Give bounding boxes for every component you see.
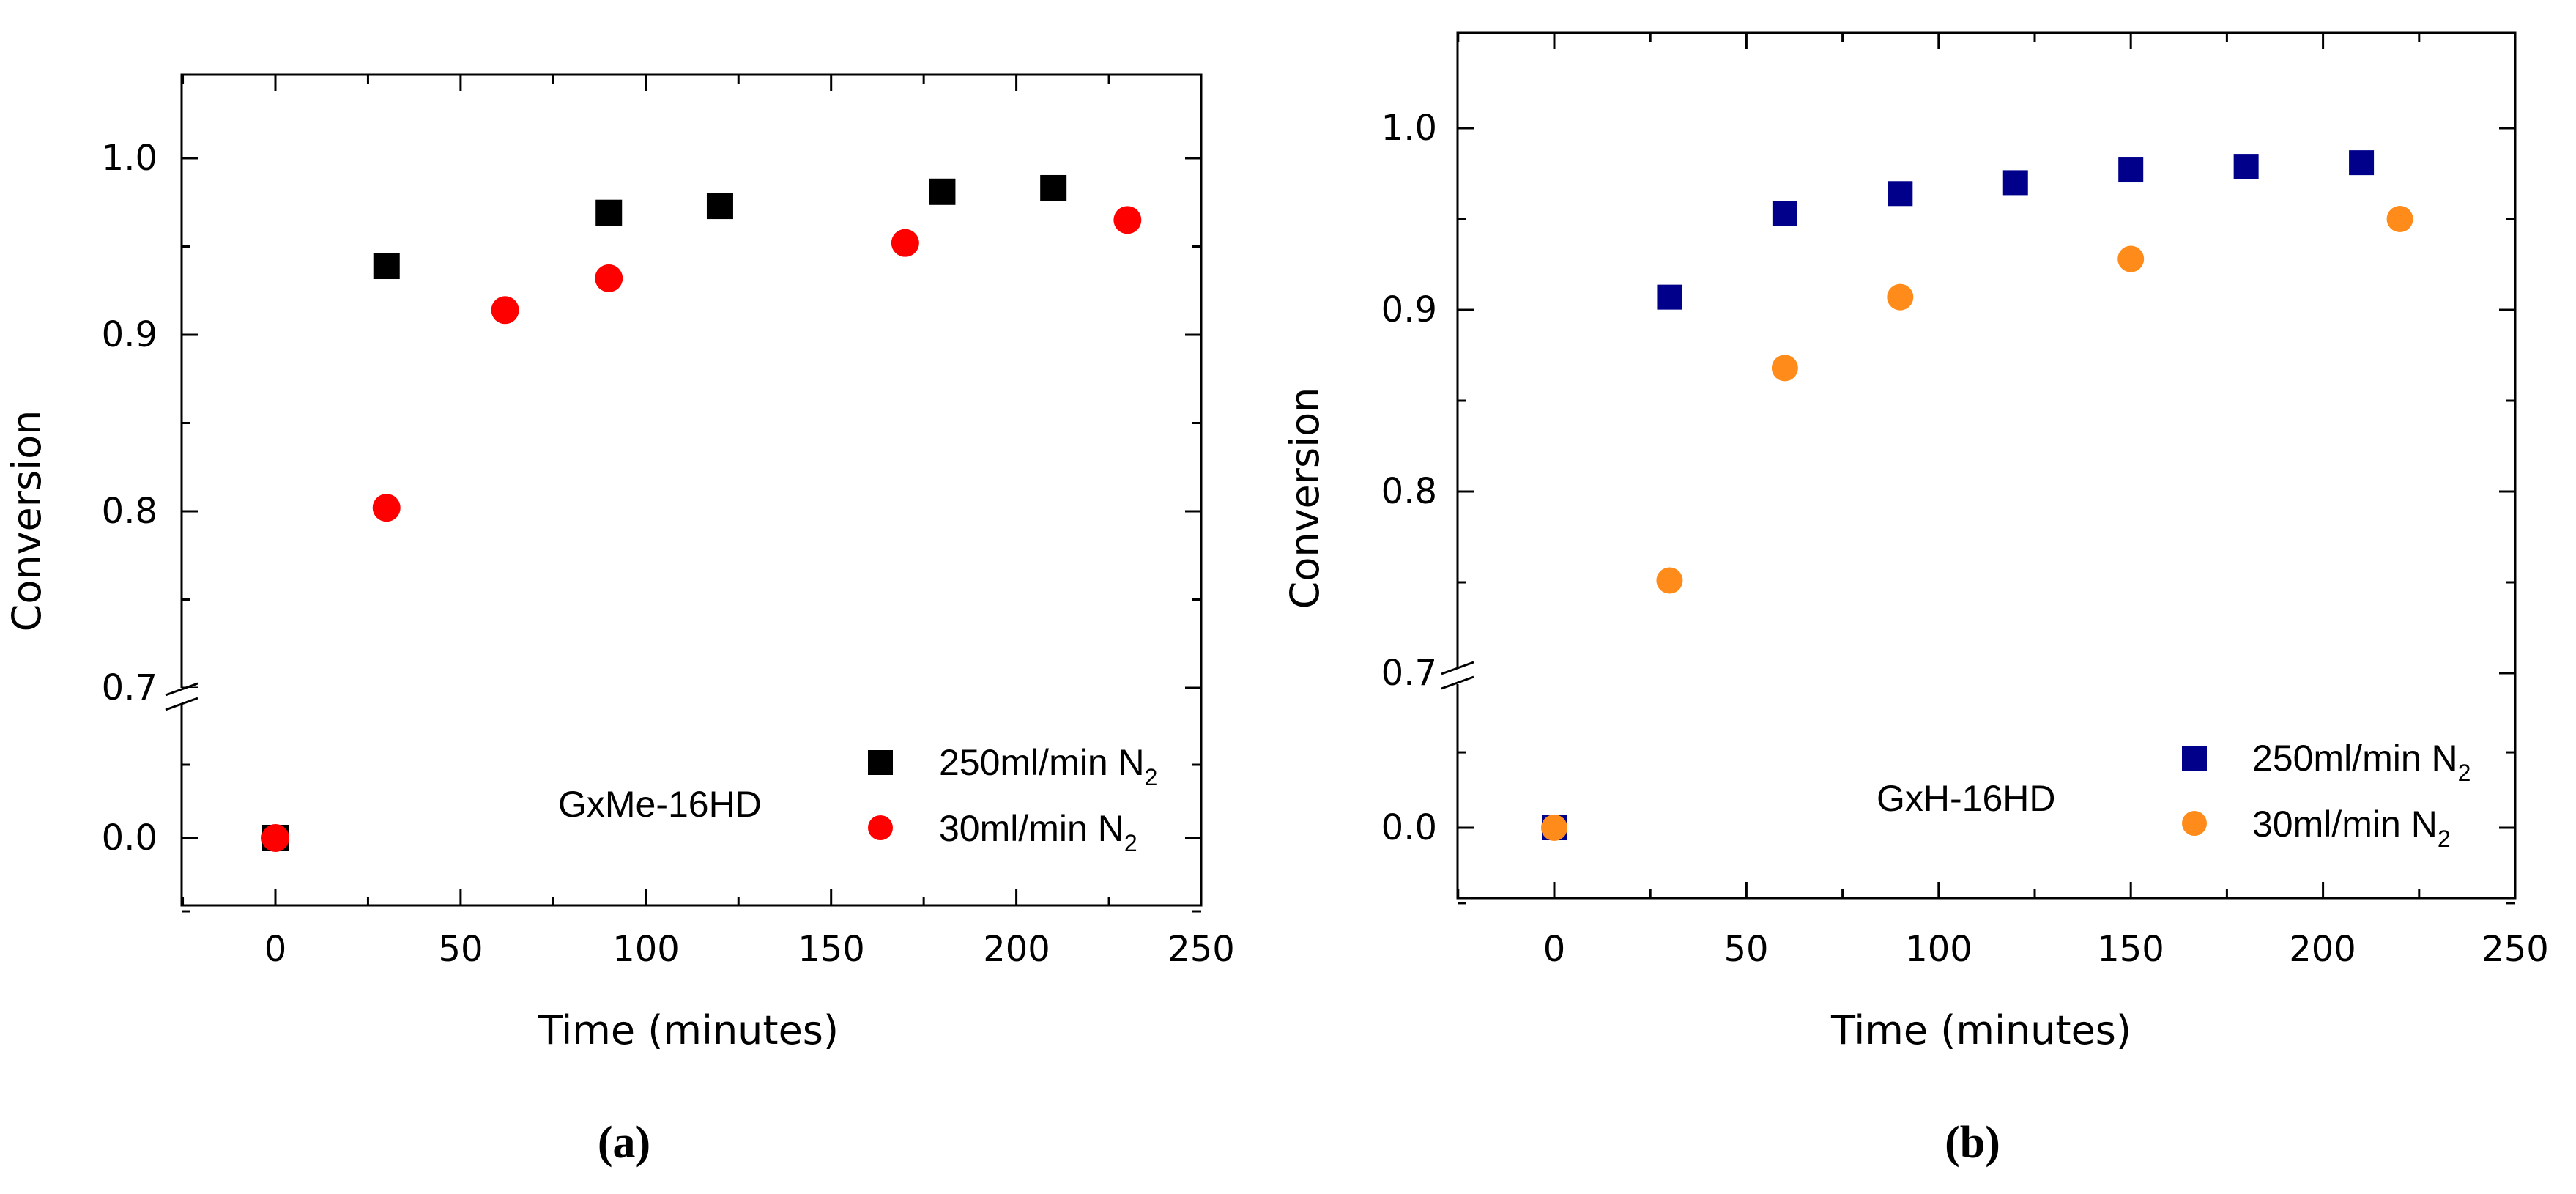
data-point-circle	[491, 296, 519, 325]
axis-break-slash	[165, 697, 198, 711]
legend-label: 250ml/min N2	[939, 742, 1157, 790]
chart-annotation: GxMe-16HD	[558, 784, 762, 825]
legend-marker-circle	[2182, 811, 2207, 836]
legend-marker-square	[2182, 746, 2207, 771]
chart-panel-b: Conversion Time (minutes) 0 50 100 150 2…	[1282, 31, 2549, 1053]
y-tick-label: 1.0	[1381, 108, 1437, 149]
data-point-square	[2349, 150, 2375, 176]
axis-break-mark	[1440, 661, 1475, 690]
legend-label-subscript: 2	[2438, 826, 2451, 852]
y-tick-label: 0.9	[1381, 289, 1437, 330]
data-point-circle	[1887, 283, 1914, 311]
x-tick-label: 0	[1543, 929, 1566, 970]
y-axis-label: Conversion	[4, 410, 50, 632]
x-tick-label: 0	[264, 929, 287, 970]
data-point-circle	[1771, 355, 1798, 382]
legend-label-subscript: 2	[2458, 760, 2471, 786]
axis-break-mark	[164, 682, 199, 711]
data-point-circle	[2386, 206, 2413, 232]
y-tick-label: 0.0	[102, 817, 157, 859]
axis-break-gap	[164, 688, 199, 705]
legend-label-subscript: 2	[1145, 764, 1158, 790]
x-tick-label: 200	[983, 929, 1050, 970]
legend-marker-circle	[868, 815, 893, 840]
data-point-circle	[261, 824, 289, 852]
x-axis-label: Time (minutes)	[538, 1007, 839, 1053]
data-point-circle	[2117, 245, 2145, 272]
x-tick-label: 50	[438, 929, 483, 970]
legend-label: 30ml/min N2	[939, 808, 1137, 856]
x-tick-label: 250	[2482, 929, 2549, 970]
data-point-square	[706, 193, 733, 220]
axis-break-gap	[1440, 667, 1475, 684]
legend: 250ml/min N2 30ml/min N2	[2182, 738, 2471, 852]
data-point-square	[1657, 284, 1682, 310]
data-point-square	[2002, 170, 2028, 196]
legend-label: 30ml/min N2	[2252, 804, 2451, 852]
axis-break-slash	[1441, 675, 1474, 690]
y-tick-label: 0.7	[1381, 653, 1437, 694]
data-point-circle	[595, 264, 623, 292]
data-point-square	[1772, 201, 1797, 226]
data-point-circle	[1656, 567, 1683, 594]
caption-a: (a)	[598, 1118, 650, 1168]
legend-label-main: 30ml/min N	[939, 808, 1124, 849]
y-tick-label: 0.9	[102, 314, 157, 355]
y-tick-label: 0.0	[1381, 807, 1437, 848]
chart-panel-a: Conversion Time (minutes) 0 50 100 150 2…	[4, 73, 1235, 1053]
y-tick-label: 0.7	[102, 667, 157, 708]
axis-break-slash	[1441, 661, 1474, 675]
x-tick-label: 50	[1723, 929, 1768, 970]
x-tick-label: 150	[2097, 929, 2164, 970]
y-tick-label: 1.0	[102, 138, 157, 179]
data-point-square	[2118, 157, 2144, 183]
data-point-circle	[891, 229, 919, 257]
plot-frame	[180, 73, 1203, 907]
x-axis-label: Time (minutes)	[1830, 1007, 2131, 1053]
y-tick-label: 0.8	[102, 491, 157, 532]
x-tick-label: 100	[1905, 929, 1972, 970]
legend-label: 250ml/min N2	[2252, 738, 2471, 786]
data-point-square	[929, 178, 956, 205]
data-point-square	[1040, 174, 1067, 201]
x-tick-label: 150	[798, 929, 865, 970]
legend-label-main: 30ml/min N	[2252, 804, 2438, 845]
data-points	[261, 174, 1142, 852]
data-points	[1541, 150, 2413, 841]
plot-frame	[1456, 31, 2517, 900]
x-tick-label: 200	[2289, 929, 2356, 970]
y-tick-label: 0.8	[1381, 471, 1437, 512]
legend-label-main: 250ml/min N	[939, 742, 1145, 783]
legend-label-main: 250ml/min N	[2252, 738, 2458, 779]
data-point-circle	[372, 494, 401, 522]
y-axis-label: Conversion	[1282, 388, 1328, 609]
data-point-circle	[1113, 206, 1142, 234]
data-point-square	[373, 253, 400, 280]
chart-annotation: GxH-16HD	[1877, 778, 2055, 819]
data-point-square	[1888, 181, 1913, 207]
x-tick-label: 250	[1168, 929, 1235, 970]
data-point-square	[2233, 154, 2259, 179]
tick-marks	[1457, 33, 2515, 905]
legend-marker-square	[868, 750, 893, 775]
tick-marks	[182, 75, 1201, 913]
data-point-square	[595, 199, 623, 226]
legend-label-subscript: 2	[1124, 830, 1137, 856]
legend: 250ml/min N2 30ml/min N2	[868, 742, 1157, 856]
x-tick-label: 100	[612, 929, 680, 970]
axis-break-slash	[165, 682, 198, 697]
caption-b: (b)	[1945, 1118, 2000, 1168]
data-point-circle	[1541, 815, 1567, 841]
